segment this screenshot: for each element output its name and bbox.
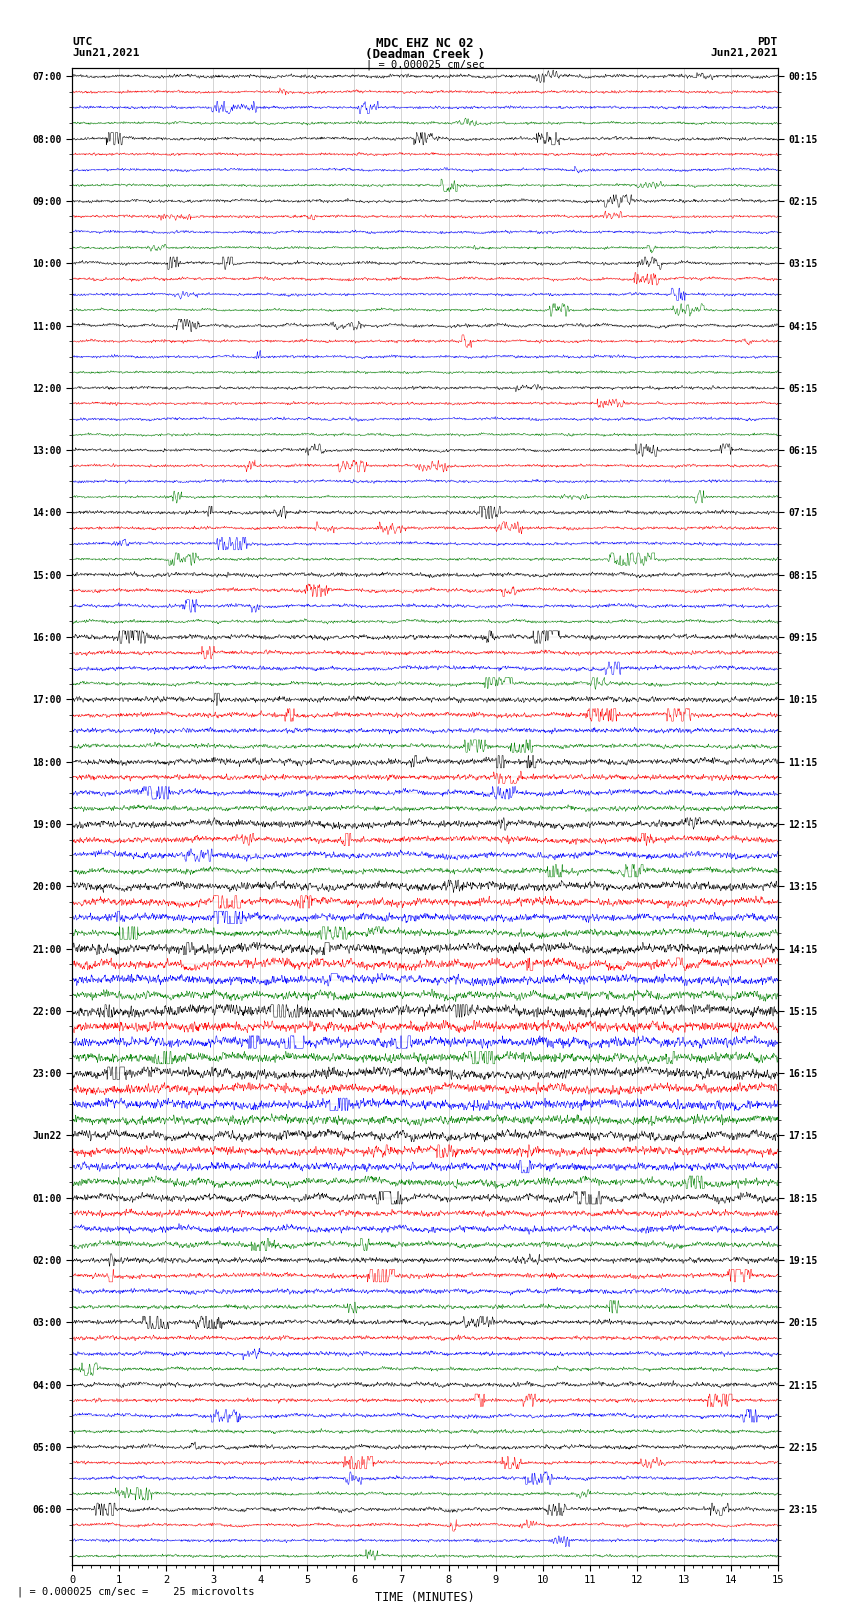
Text: Jun21,2021: Jun21,2021 <box>711 48 778 58</box>
Text: | = 0.000025 cm/sec: | = 0.000025 cm/sec <box>366 60 484 71</box>
Text: PDT: PDT <box>757 37 778 47</box>
Text: | = 0.000025 cm/sec =    25 microvolts: | = 0.000025 cm/sec = 25 microvolts <box>17 1586 254 1597</box>
Text: UTC: UTC <box>72 37 93 47</box>
Text: (Deadman Creek ): (Deadman Creek ) <box>365 48 485 61</box>
Text: Jun21,2021: Jun21,2021 <box>72 48 139 58</box>
Text: MDC EHZ NC 02: MDC EHZ NC 02 <box>377 37 473 50</box>
X-axis label: TIME (MINUTES): TIME (MINUTES) <box>375 1590 475 1603</box>
